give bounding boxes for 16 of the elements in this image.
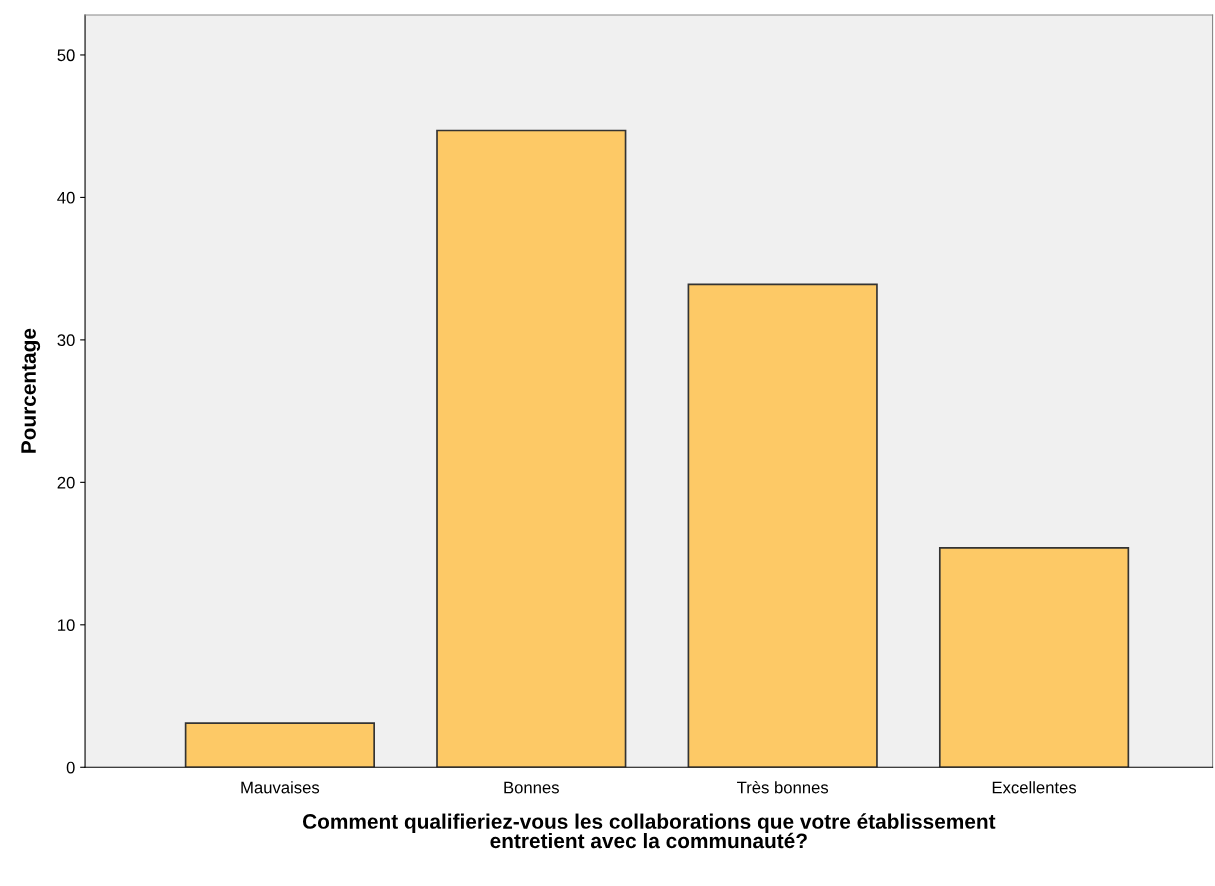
bar — [436, 129, 627, 768]
y-tick-label: 20 — [57, 476, 75, 489]
x-tick-label: Mauvaises — [241, 781, 320, 794]
x-tick-label: Excellentes — [992, 781, 1077, 794]
y-tick-label: 40 — [57, 191, 75, 204]
y-tick-label: 0 — [66, 761, 75, 774]
bar — [938, 547, 1130, 768]
x-tick-label: Très bonnes — [737, 780, 829, 794]
y-tick-label: 10 — [58, 619, 75, 632]
bar — [687, 283, 878, 768]
y-axis-title: Pourcentage — [21, 328, 41, 453]
x-tick-label: Bonnes — [504, 781, 559, 794]
y-tick-label: 30 — [57, 334, 75, 347]
x-axis-title: Comment qualifieriez-vous les collaborations que votre établissement entretient avec la communauté? — [302, 813, 996, 849]
y-tick-label: 50 — [57, 49, 75, 62]
bar — [184, 722, 375, 768]
